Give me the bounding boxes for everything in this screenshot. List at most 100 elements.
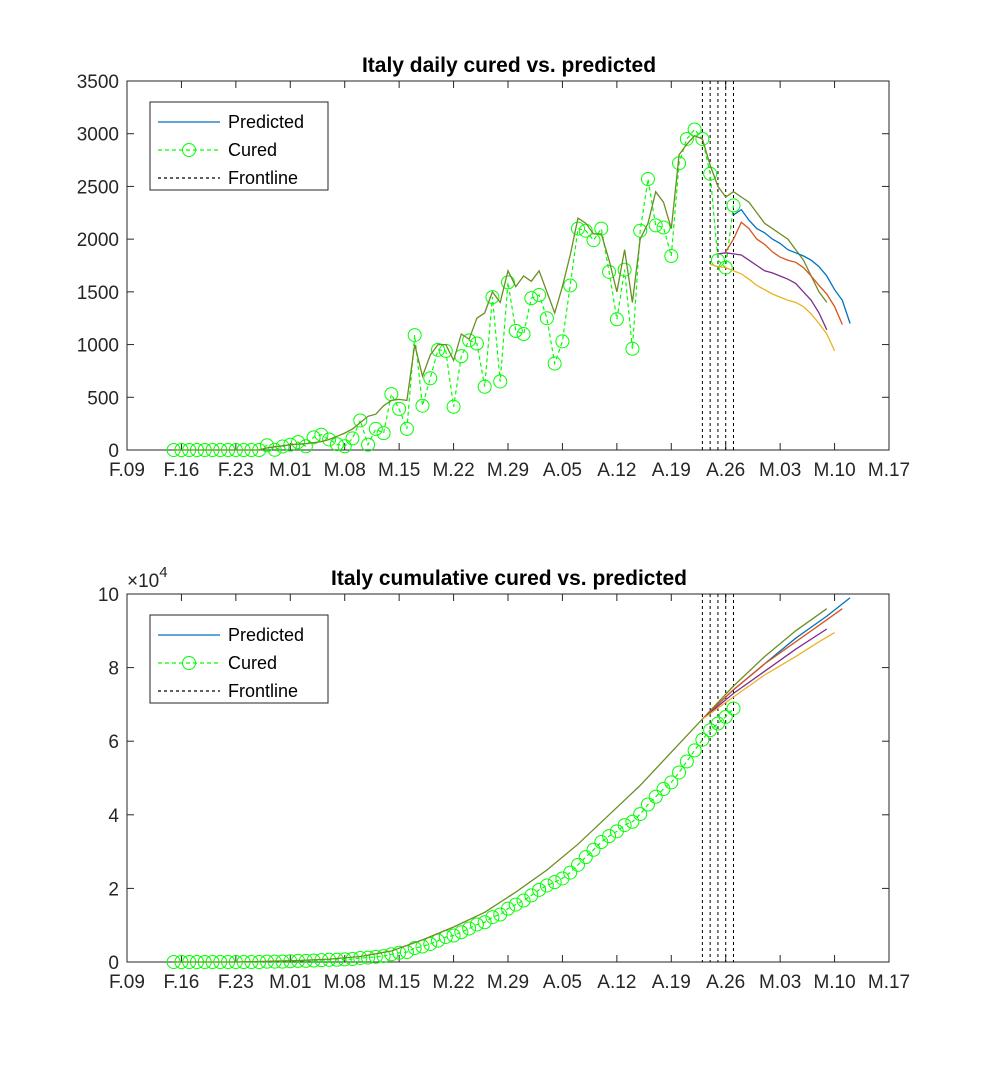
- data-point-cured: [508, 897, 523, 912]
- data-point-cured: [376, 949, 391, 964]
- data-point-cured: [578, 850, 593, 865]
- x-tick-label: A.12: [597, 972, 636, 993]
- legend: Predicted Cured Frontline: [149, 101, 329, 191]
- y-tick-label: 1500: [77, 283, 119, 304]
- data-point-cured: [726, 701, 741, 716]
- data-point-cured: [423, 936, 438, 951]
- data-point-cured: [586, 842, 601, 857]
- x-tick-label: F.23: [218, 972, 254, 993]
- x-tick-label: F.23: [218, 460, 254, 481]
- data-point-cured: [322, 432, 337, 447]
- x-tick-label: M.17: [868, 972, 910, 993]
- series-line-forecast-1: [733, 208, 851, 324]
- x-tick-label: M.17: [868, 460, 910, 481]
- data-point-cured: [625, 341, 640, 356]
- x-tick-label: A.26: [706, 972, 745, 993]
- y-tick-label: 2500: [77, 177, 119, 198]
- data-point-cured: [353, 413, 368, 428]
- data-point-cured: [516, 893, 531, 908]
- data-point-cured: [563, 278, 578, 293]
- data-point-cured: [617, 818, 632, 833]
- data-point-cured: [617, 262, 632, 277]
- x-tick-label: M.08: [324, 972, 366, 993]
- data-point-cured: [532, 882, 547, 897]
- data-point-cured: [570, 857, 585, 872]
- data-point-cured: [679, 754, 694, 769]
- data-point-cured: [687, 743, 702, 758]
- x-tick-label: M.10: [813, 460, 855, 481]
- data-point-cured: [415, 398, 430, 413]
- data-point-cured: [703, 166, 718, 181]
- data-point-cured: [524, 291, 539, 306]
- y-tick-label: 4: [108, 806, 119, 827]
- x-tick-label: M.15: [378, 460, 420, 481]
- y-tick-label: 6: [108, 732, 119, 753]
- x-tick-label: M.03: [759, 460, 801, 481]
- x-tick-label: A.19: [652, 460, 691, 481]
- y-tick-label: 0: [108, 953, 119, 974]
- data-point-cured: [539, 878, 554, 893]
- y-tick-label: 2: [108, 879, 119, 900]
- data-point-cured: [664, 775, 679, 790]
- data-point-cured: [602, 829, 617, 844]
- data-point-cured: [291, 435, 306, 450]
- data-point-cured: [570, 221, 585, 236]
- y-tick-label: 2000: [77, 230, 119, 251]
- legend-label-cured: Cured: [228, 140, 277, 160]
- x-tick-label: F.16: [163, 972, 199, 993]
- data-point-cured: [329, 437, 344, 452]
- x-tick-label: A.05: [543, 972, 582, 993]
- legend-label-frontline: Frontline: [228, 681, 298, 701]
- data-point-cured: [368, 421, 383, 436]
- data-point-cured: [361, 437, 376, 452]
- x-tick-label: F.09: [109, 972, 145, 993]
- x-tick-label: M.10: [813, 972, 855, 993]
- y-tick-label: 8: [108, 659, 119, 680]
- legend-label-predicted: Predicted: [228, 112, 304, 132]
- data-point-cured: [555, 334, 570, 349]
- data-point-cured: [672, 765, 687, 780]
- data-point-cured: [695, 131, 710, 146]
- data-point-cured: [267, 442, 282, 457]
- data-point-cured: [446, 928, 461, 943]
- x-tick-label: A.05: [543, 460, 582, 481]
- data-point-cured: [345, 431, 360, 446]
- x-tick-label: A.26: [706, 460, 745, 481]
- legend-box: [149, 101, 329, 191]
- data-point-cured: [485, 290, 500, 305]
- chart-title: Italy cumulative cured vs. predicted: [331, 567, 687, 590]
- data-point-cured: [726, 198, 741, 213]
- data-point-cured: [361, 950, 376, 965]
- x-tick-label: M.01: [269, 972, 311, 993]
- legend-box: [149, 614, 329, 704]
- data-point-cured: [679, 131, 694, 146]
- x-tick-label: M.22: [432, 460, 474, 481]
- data-point-cured: [602, 264, 617, 279]
- data-point-cured: [547, 356, 562, 371]
- data-point-cured: [392, 401, 407, 416]
- data-point-cured: [648, 789, 663, 804]
- data-point-cured: [633, 223, 648, 238]
- y-tick-label: 10: [98, 585, 119, 606]
- data-point-cured: [633, 807, 648, 822]
- series-line-forecast-4: [702, 632, 835, 720]
- data-point-cured: [524, 888, 539, 903]
- series-line-forecast-2: [701, 608, 843, 720]
- data-point-cured: [368, 949, 383, 964]
- x-tick-label: A.12: [597, 460, 636, 481]
- y-tick-label: 500: [87, 388, 119, 409]
- x-tick-label: M.22: [432, 972, 474, 993]
- legend-label-cured: Cured: [228, 653, 277, 673]
- data-point-cured: [493, 374, 508, 389]
- x-tick-label: F.09: [109, 460, 145, 481]
- series-line-forecast-2: [725, 221, 843, 325]
- data-point-cured: [547, 875, 562, 890]
- y-tick-label: 1000: [77, 336, 119, 357]
- data-point-cured: [625, 814, 640, 829]
- data-point-cured: [563, 865, 578, 880]
- data-point-cured: [609, 312, 624, 327]
- data-point-cured: [392, 945, 407, 960]
- x-tick-label: M.15: [378, 972, 420, 993]
- data-point-cured: [664, 249, 679, 264]
